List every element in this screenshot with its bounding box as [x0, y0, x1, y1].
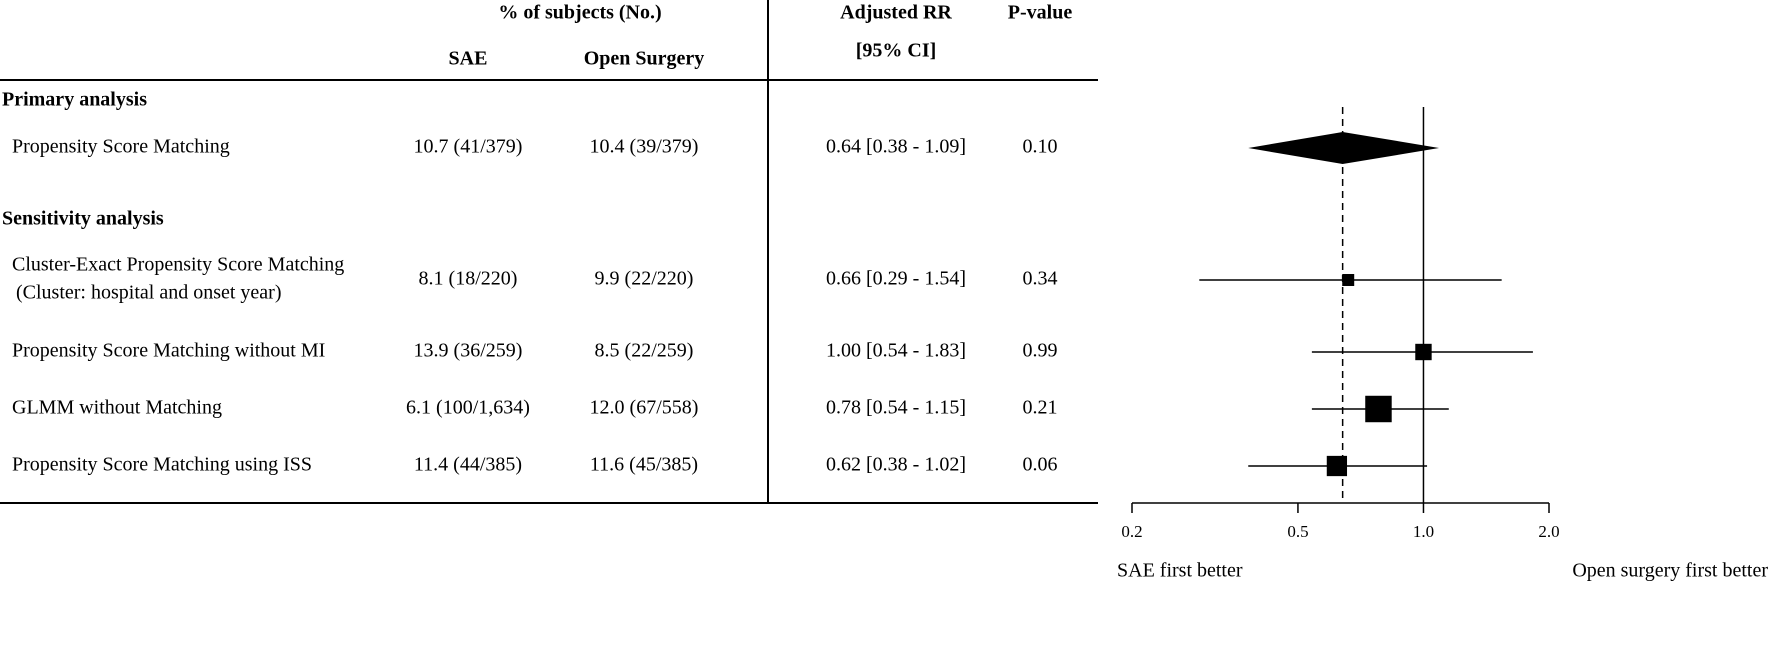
section-title: Primary analysis: [2, 89, 147, 111]
section-title: Sensitivity analysis: [2, 208, 164, 230]
cell: 1.00 [0.54 - 1.83]: [826, 340, 966, 362]
cell: 0.99: [1023, 340, 1058, 362]
group-header: % of subjects (No.): [498, 2, 661, 24]
axis-label: Open surgery first better: [1572, 560, 1768, 582]
cell: 0.34: [1023, 268, 1058, 290]
column-header: P-value: [1008, 2, 1073, 24]
x-tick-label: 0.5: [1287, 522, 1308, 541]
cell: 11.4 (44/385): [414, 454, 522, 476]
column-header: SAE: [449, 48, 488, 70]
cell: 0.62 [0.38 - 1.02]: [826, 454, 966, 476]
cell: 6.1 (100/1,634): [406, 397, 530, 419]
cell: 0.66 [0.29 - 1.54]: [826, 268, 966, 290]
cell: 0.06: [1023, 454, 1058, 476]
cell: 0.21: [1023, 397, 1058, 419]
x-tick-label: 0.2: [1121, 522, 1142, 541]
column-header: Adjusted RR: [840, 2, 952, 24]
cell: 11.6 (45/385): [590, 454, 698, 476]
cell: 10.7 (41/379): [414, 136, 523, 158]
column-header: [95% CI]: [856, 40, 937, 62]
row-label: GLMM without Matching: [12, 397, 222, 419]
row-label: Propensity Score Matching: [12, 136, 230, 158]
estimate-marker: [1342, 274, 1355, 286]
cell: 0.78 [0.54 - 1.15]: [826, 397, 966, 419]
cell: 8.5 (22/259): [595, 340, 694, 362]
cell: 10.4 (39/379): [590, 136, 699, 158]
cell: 13.9 (36/259): [414, 340, 523, 362]
row-label: Cluster-Exact Propensity Score Matching: [12, 254, 344, 276]
summary-diamond: [1248, 132, 1440, 164]
cell: 8.1 (18/220): [419, 268, 518, 290]
cell: 0.10: [1023, 136, 1058, 158]
x-tick-label: 2.0: [1538, 522, 1559, 541]
estimate-marker: [1326, 455, 1348, 477]
cell: 9.9 (22/220): [595, 268, 694, 290]
estimate-marker: [1365, 395, 1392, 423]
row-label: Propensity Score Matching without MI: [12, 340, 325, 362]
row-sublabel: (Cluster: hospital and onset year): [16, 282, 282, 304]
cell: 0.64 [0.38 - 1.09]: [826, 136, 966, 158]
cell: 12.0 (67/558): [590, 397, 699, 419]
column-header: Open Surgery: [584, 48, 705, 70]
row-label: Propensity Score Matching using ISS: [12, 454, 312, 476]
x-tick-label: 1.0: [1413, 522, 1434, 541]
axis-label: SAE first better: [1117, 560, 1243, 582]
estimate-marker: [1415, 343, 1432, 361]
